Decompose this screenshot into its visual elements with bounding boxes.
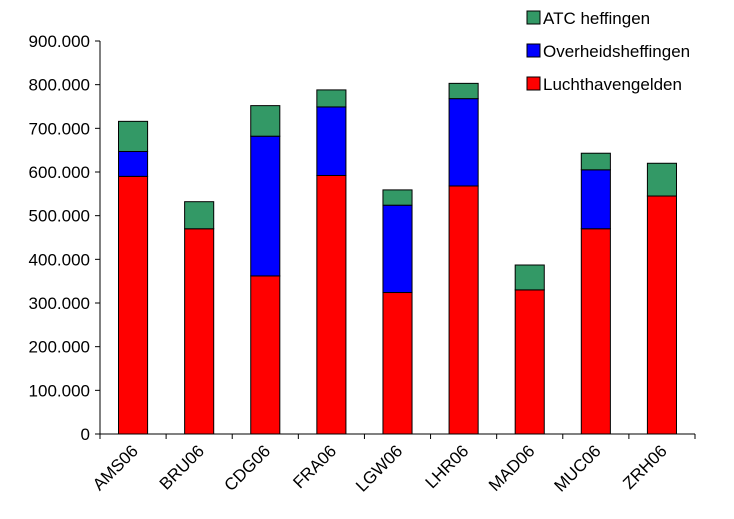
y-tick-label: 900.000 bbox=[29, 32, 90, 51]
bar-segment bbox=[250, 105, 281, 137]
y-tick-label: 500.000 bbox=[29, 207, 90, 226]
x-axis: AMS06 BRU06 CDG06 FRA06 LGW06 LHR06 MAD06 MUC06… bbox=[89, 433, 696, 496]
x-tick-label: BRU06 bbox=[156, 441, 208, 493]
y-tick-label: 300.000 bbox=[29, 294, 90, 313]
bars bbox=[118, 82, 677, 435]
bar-segment bbox=[448, 185, 479, 435]
bar-segment bbox=[646, 162, 677, 197]
legend: ATC heffingen Overheidsheffingen Luchthave… bbox=[526, 9, 690, 94]
bar-segment bbox=[250, 135, 281, 277]
y-tick-label: 0 bbox=[81, 425, 90, 444]
bar-segment bbox=[580, 169, 611, 230]
x-tick-label: MUC06 bbox=[550, 441, 604, 495]
bar-segment bbox=[118, 175, 149, 435]
legend-swatch bbox=[526, 10, 541, 25]
legend-label: Overheidsheffingen bbox=[543, 42, 690, 61]
x-tick-label: MAD06 bbox=[485, 441, 539, 495]
x-tick-label: FRA06 bbox=[289, 441, 340, 492]
bar-segment bbox=[316, 106, 347, 176]
bar-segment bbox=[316, 174, 347, 435]
y-tick-label: 100.000 bbox=[29, 381, 90, 400]
bar-segment bbox=[184, 201, 215, 230]
legend-label: ATC heffingen bbox=[543, 9, 650, 28]
x-tick-label: LHR06 bbox=[422, 441, 473, 492]
x-tick-label: AMS06 bbox=[89, 441, 142, 494]
bar-segment bbox=[514, 264, 545, 291]
y-tick-label: 200.000 bbox=[29, 338, 90, 357]
bar-segment bbox=[580, 228, 611, 435]
legend-swatch bbox=[526, 43, 541, 58]
legend-swatch bbox=[526, 76, 541, 91]
bar-segment bbox=[580, 152, 611, 171]
x-tick-label: CDG06 bbox=[221, 441, 275, 495]
y-tick-label: 800.000 bbox=[29, 76, 90, 95]
y-tick-label: 400.000 bbox=[29, 250, 90, 269]
bar-segment bbox=[250, 275, 281, 435]
x-tick-label: ZRH06 bbox=[619, 441, 671, 493]
bar-segment bbox=[382, 189, 413, 206]
bar-segment bbox=[118, 150, 149, 177]
bar-segment bbox=[646, 195, 677, 435]
y-tick-label: 700.000 bbox=[29, 119, 90, 138]
bar-segment bbox=[118, 120, 149, 152]
y-axis: 0 100.000 200.000 300.000 400.000 500.000 600.… bbox=[29, 32, 101, 444]
bar-segment bbox=[448, 98, 479, 187]
bar-segment bbox=[382, 204, 413, 294]
bar-segment bbox=[448, 82, 479, 100]
bar-segment bbox=[316, 89, 347, 108]
bar-segment bbox=[184, 228, 215, 435]
y-tick-label: 600.000 bbox=[29, 163, 90, 182]
x-tick-label: LGW06 bbox=[352, 441, 406, 495]
bar-segment bbox=[382, 292, 413, 435]
legend-label: Luchthavengelden bbox=[543, 75, 682, 94]
bar-segment bbox=[514, 289, 545, 435]
